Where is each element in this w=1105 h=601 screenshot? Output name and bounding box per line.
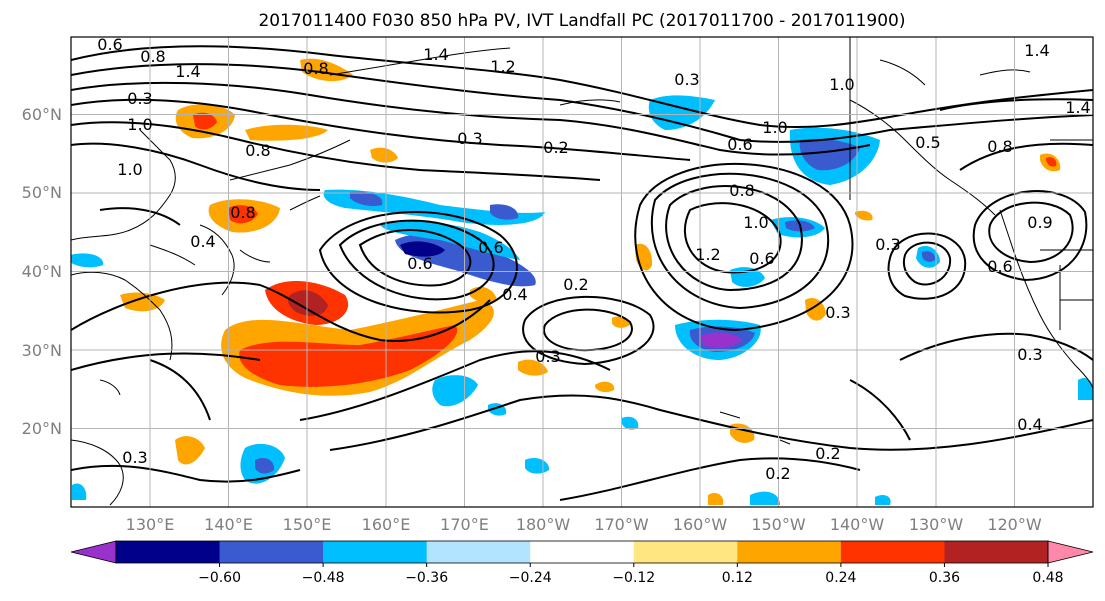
contour-label: 0.2	[815, 444, 840, 463]
colorbar-extend-high	[1047, 540, 1094, 564]
lon-label: 150°W	[751, 515, 806, 534]
colorbar-tick-label: −0.12	[612, 570, 655, 586]
contour-label: 0.4	[1017, 415, 1042, 434]
contour-label: 0.6	[478, 238, 503, 257]
lat-labels: 60°N 50°N 40°N 30°N 20°N	[22, 105, 62, 438]
shaded-anomaly-fields	[71, 58, 1093, 505]
colorbar-segment	[116, 541, 221, 563]
colorbar-tick-label: 0.12	[722, 570, 753, 586]
colorbar-outline	[115, 540, 1049, 564]
contour-label: 0.6	[987, 257, 1012, 276]
lon-label: 160°W	[673, 515, 728, 534]
contour-label: 0.6	[407, 254, 432, 273]
colorbar-tick-label: −0.36	[405, 570, 448, 586]
lon-label: 170°W	[594, 515, 649, 534]
colorbar-extend-low	[70, 540, 117, 564]
colorbar-segment	[323, 541, 428, 563]
contour-label: 0.8	[140, 47, 165, 66]
lat-label: 60°N	[22, 105, 62, 124]
colorbar-tick-label: −0.48	[302, 570, 345, 586]
contour-label: 0.3	[535, 347, 560, 366]
contour-label: 0.5	[915, 133, 940, 152]
colorbar-tick-label: 0.36	[929, 570, 960, 586]
contour-label: 0.3	[825, 303, 850, 322]
colorbar-tick-label: −0.24	[509, 570, 552, 586]
colorbar-segment	[944, 541, 1049, 563]
contour-label: 1.2	[695, 245, 720, 264]
colorbar-segment	[426, 541, 531, 563]
lat-label: 20°N	[22, 419, 62, 438]
colorbar-tick-label: 0.24	[825, 570, 856, 586]
lon-label: 140°E	[204, 515, 253, 534]
contour-label: 0.3	[1017, 345, 1042, 364]
contour-label: 0.8	[230, 203, 255, 222]
contour-label: 1.0	[127, 115, 152, 134]
contour-label: 0.3	[122, 448, 147, 467]
lon-label: 120°W	[987, 515, 1042, 534]
contour-label: 0.2	[765, 464, 790, 483]
contour-label: 1.4	[175, 62, 200, 81]
graticule	[71, 37, 1093, 507]
lat-label: 40°N	[22, 262, 62, 281]
colorbar-segment	[840, 541, 945, 563]
contour-label: 0.3	[674, 70, 699, 89]
contour-label: 1.0	[829, 75, 854, 94]
coastlines	[71, 37, 1093, 506]
colorbar-segment	[530, 541, 635, 563]
contour-label: 0.8	[729, 181, 754, 200]
contour-label: 1.0	[117, 160, 142, 179]
contour-label: 1.0	[762, 118, 787, 137]
contour-label: 0.9	[1027, 213, 1052, 232]
colorbar-segment	[219, 541, 324, 563]
contour-label: 0.8	[303, 59, 328, 78]
contour-label: 0.2	[563, 275, 588, 294]
lon-label: 130°W	[909, 515, 964, 534]
contour-label: 0.4	[190, 232, 215, 251]
contour-label: 0.3	[127, 89, 152, 108]
colorbar: −0.60 −0.48 −0.36 −0.24 −0.12 0.12 0.24 0.36 0.4…	[70, 540, 1094, 586]
contour-label: 1.2	[490, 57, 515, 76]
map-frame	[70, 36, 1094, 508]
lon-labels: 130°E 140°E 150°E 160°E 170°E 180°W 170°…	[126, 515, 1042, 534]
lon-label: 170°E	[440, 515, 489, 534]
lon-label: 180°W	[516, 515, 571, 534]
contour-label: 0.6	[749, 249, 774, 268]
contour-label: 0.3	[457, 129, 482, 148]
lon-label: 160°E	[362, 515, 411, 534]
contour-label: 1.4	[423, 45, 448, 64]
lat-label: 30°N	[22, 341, 62, 360]
contour-label: 0.4	[502, 285, 527, 304]
lat-label: 50°N	[22, 183, 62, 202]
colorbar-segment	[737, 541, 842, 563]
contour-labels: 0.6 0.8 1.4 0.8 1.4 1.2 0.3 1.0 0.3 1.0 …	[97, 35, 1090, 483]
colorbar-segment	[633, 541, 738, 563]
lon-label: 130°E	[126, 515, 175, 534]
colorbar-tick-label: 0.48	[1032, 570, 1063, 586]
contour-label: 0.2	[543, 138, 568, 157]
pv-contours	[71, 45, 1093, 501]
contour-label: 1.4	[1065, 98, 1090, 117]
lon-label: 150°E	[283, 515, 332, 534]
lon-label: 140°W	[830, 515, 885, 534]
contour-label: 0.8	[245, 141, 270, 160]
contour-label: 1.4	[1024, 41, 1049, 60]
contour-label: 0.3	[875, 235, 900, 254]
colorbar-tick-label: −0.60	[198, 570, 241, 586]
contour-label: 0.6	[97, 35, 122, 54]
map-panel: 0.6 0.8 1.4 0.8 1.4 1.2 0.3 1.0 0.3 1.0 …	[70, 35, 1094, 508]
contour-label: 1.0	[743, 213, 768, 232]
contour-label: 0.8	[987, 137, 1012, 156]
figure-title: 2017011400 F030 850 hPa PV, IVT Landfall…	[258, 11, 905, 31]
contour-label: 0.6	[727, 135, 752, 154]
